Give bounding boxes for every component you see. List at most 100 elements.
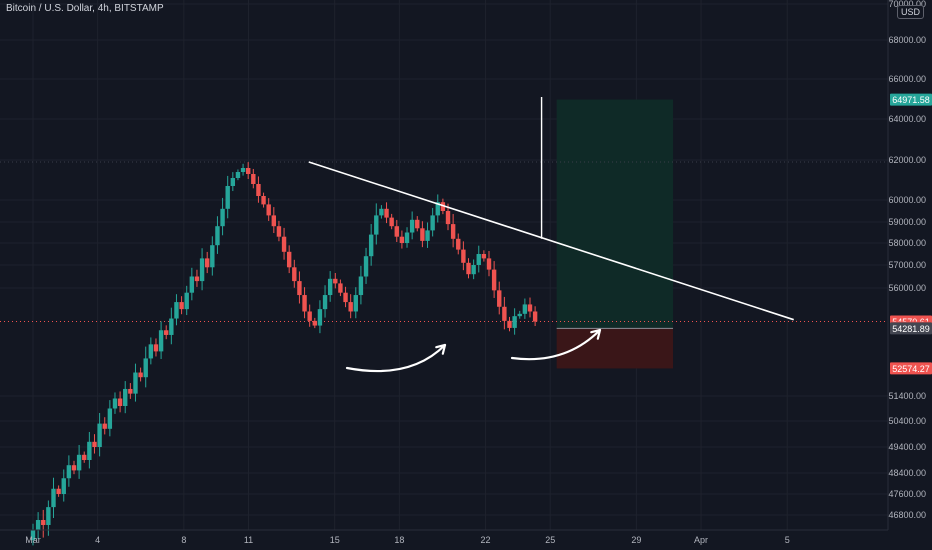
- bull-candle[interactable]: [97, 413, 102, 457]
- bear-candle[interactable]: [92, 434, 97, 454]
- bear-candle[interactable]: [271, 207, 277, 234]
- bull-candle[interactable]: [199, 248, 205, 291]
- bull-candle[interactable]: [358, 265, 364, 305]
- bear-candle[interactable]: [507, 316, 512, 332]
- bear-candle[interactable]: [266, 198, 271, 221]
- bear-candle[interactable]: [338, 279, 343, 297]
- bear-candle[interactable]: [194, 269, 200, 287]
- bear-candle[interactable]: [276, 220, 282, 242]
- bear-candle[interactable]: [456, 233, 461, 255]
- bear-candle[interactable]: [71, 460, 77, 475]
- bull-candle[interactable]: [46, 500, 51, 536]
- bull-candle[interactable]: [425, 222, 430, 248]
- bear-candle[interactable]: [251, 168, 256, 189]
- bear-candle[interactable]: [333, 273, 338, 289]
- bear-candle[interactable]: [527, 297, 533, 318]
- bear-candle[interactable]: [307, 304, 312, 327]
- bear-candle[interactable]: [466, 258, 471, 279]
- bear-candle[interactable]: [297, 271, 302, 304]
- bull-candle[interactable]: [374, 203, 379, 245]
- bull-candle[interactable]: [379, 205, 384, 219]
- bull-candle[interactable]: [240, 163, 246, 176]
- bull-candle[interactable]: [87, 431, 92, 469]
- bear-candle[interactable]: [415, 216, 420, 232]
- bear-candle[interactable]: [138, 367, 143, 382]
- bull-candle[interactable]: [51, 477, 56, 518]
- bear-candle[interactable]: [256, 176, 261, 203]
- bear-candle[interactable]: [56, 485, 61, 497]
- bear-candle[interactable]: [481, 250, 487, 262]
- bear-candle[interactable]: [450, 214, 456, 248]
- bull-candle[interactable]: [471, 259, 476, 280]
- bull-candle[interactable]: [169, 307, 174, 345]
- bull-candle[interactable]: [66, 455, 72, 487]
- bull-candle[interactable]: [517, 310, 522, 319]
- bear-candle[interactable]: [82, 451, 87, 463]
- bear-candle[interactable]: [312, 317, 317, 329]
- bear-candle[interactable]: [497, 281, 502, 315]
- bull-candle[interactable]: [61, 469, 66, 502]
- bear-candle[interactable]: [491, 261, 497, 298]
- bull-candle[interactable]: [235, 169, 241, 181]
- bear-candle[interactable]: [420, 221, 425, 248]
- bull-candle[interactable]: [522, 298, 528, 319]
- bear-candle[interactable]: [153, 338, 159, 357]
- bull-candle[interactable]: [174, 294, 179, 326]
- bear-candle[interactable]: [179, 296, 184, 315]
- bull-candle[interactable]: [215, 216, 220, 254]
- bull-candle[interactable]: [189, 267, 195, 301]
- bull-candle[interactable]: [435, 194, 440, 223]
- bear-candle[interactable]: [261, 192, 266, 208]
- bear-candle[interactable]: [486, 251, 492, 277]
- bear-candle[interactable]: [343, 286, 348, 308]
- bull-candle[interactable]: [107, 400, 113, 437]
- bear-candle[interactable]: [102, 417, 107, 435]
- bear-candle[interactable]: [502, 296, 507, 330]
- currency-badge[interactable]: USD: [896, 5, 924, 19]
- bull-candle[interactable]: [404, 227, 410, 248]
- bull-candle[interactable]: [327, 271, 333, 302]
- bear-candle[interactable]: [41, 509, 46, 538]
- bear-candle[interactable]: [292, 259, 297, 288]
- bear-candle[interactable]: [205, 251, 210, 274]
- bear-candle[interactable]: [394, 219, 399, 242]
- bull-candle[interactable]: [184, 285, 189, 316]
- bull-candle[interactable]: [430, 208, 435, 237]
- bear-candle[interactable]: [286, 245, 292, 274]
- bull-candle[interactable]: [230, 172, 236, 192]
- bull-candle[interactable]: [112, 392, 118, 414]
- bull-candle[interactable]: [317, 300, 323, 334]
- bull-candle[interactable]: [409, 211, 415, 240]
- bull-candle[interactable]: [368, 224, 374, 266]
- bear-candle[interactable]: [532, 306, 538, 327]
- bull-candle[interactable]: [30, 523, 36, 546]
- bull-candle[interactable]: [133, 363, 138, 402]
- bull-candle[interactable]: [225, 175, 230, 219]
- curved-arrow-1[interactable]: [345, 343, 447, 373]
- bear-candle[interactable]: [281, 227, 287, 260]
- bear-candle[interactable]: [117, 391, 123, 413]
- bull-candle[interactable]: [148, 337, 154, 365]
- bear-candle[interactable]: [384, 202, 389, 224]
- bull-candle[interactable]: [363, 247, 369, 284]
- bear-candle[interactable]: [389, 213, 394, 230]
- descending-trendline[interactable]: [308, 161, 794, 321]
- bull-candle[interactable]: [210, 236, 215, 276]
- bear-candle[interactable]: [348, 294, 353, 319]
- bear-candle[interactable]: [245, 162, 251, 180]
- bull-candle[interactable]: [158, 321, 164, 359]
- bull-candle[interactable]: [512, 308, 517, 335]
- bear-candle[interactable]: [164, 325, 169, 340]
- bull-candle[interactable]: [143, 346, 148, 388]
- curved-arrow-2[interactable]: [510, 328, 602, 361]
- bull-candle[interactable]: [353, 287, 358, 319]
- bull-candle[interactable]: [220, 197, 225, 236]
- bear-candle[interactable]: [128, 383, 133, 399]
- bull-candle[interactable]: [76, 444, 82, 479]
- bull-candle[interactable]: [35, 512, 41, 539]
- bear-candle[interactable]: [461, 241, 466, 271]
- bear-candle[interactable]: [302, 287, 307, 319]
- bear-candle[interactable]: [399, 230, 405, 249]
- bull-candle[interactable]: [123, 381, 128, 414]
